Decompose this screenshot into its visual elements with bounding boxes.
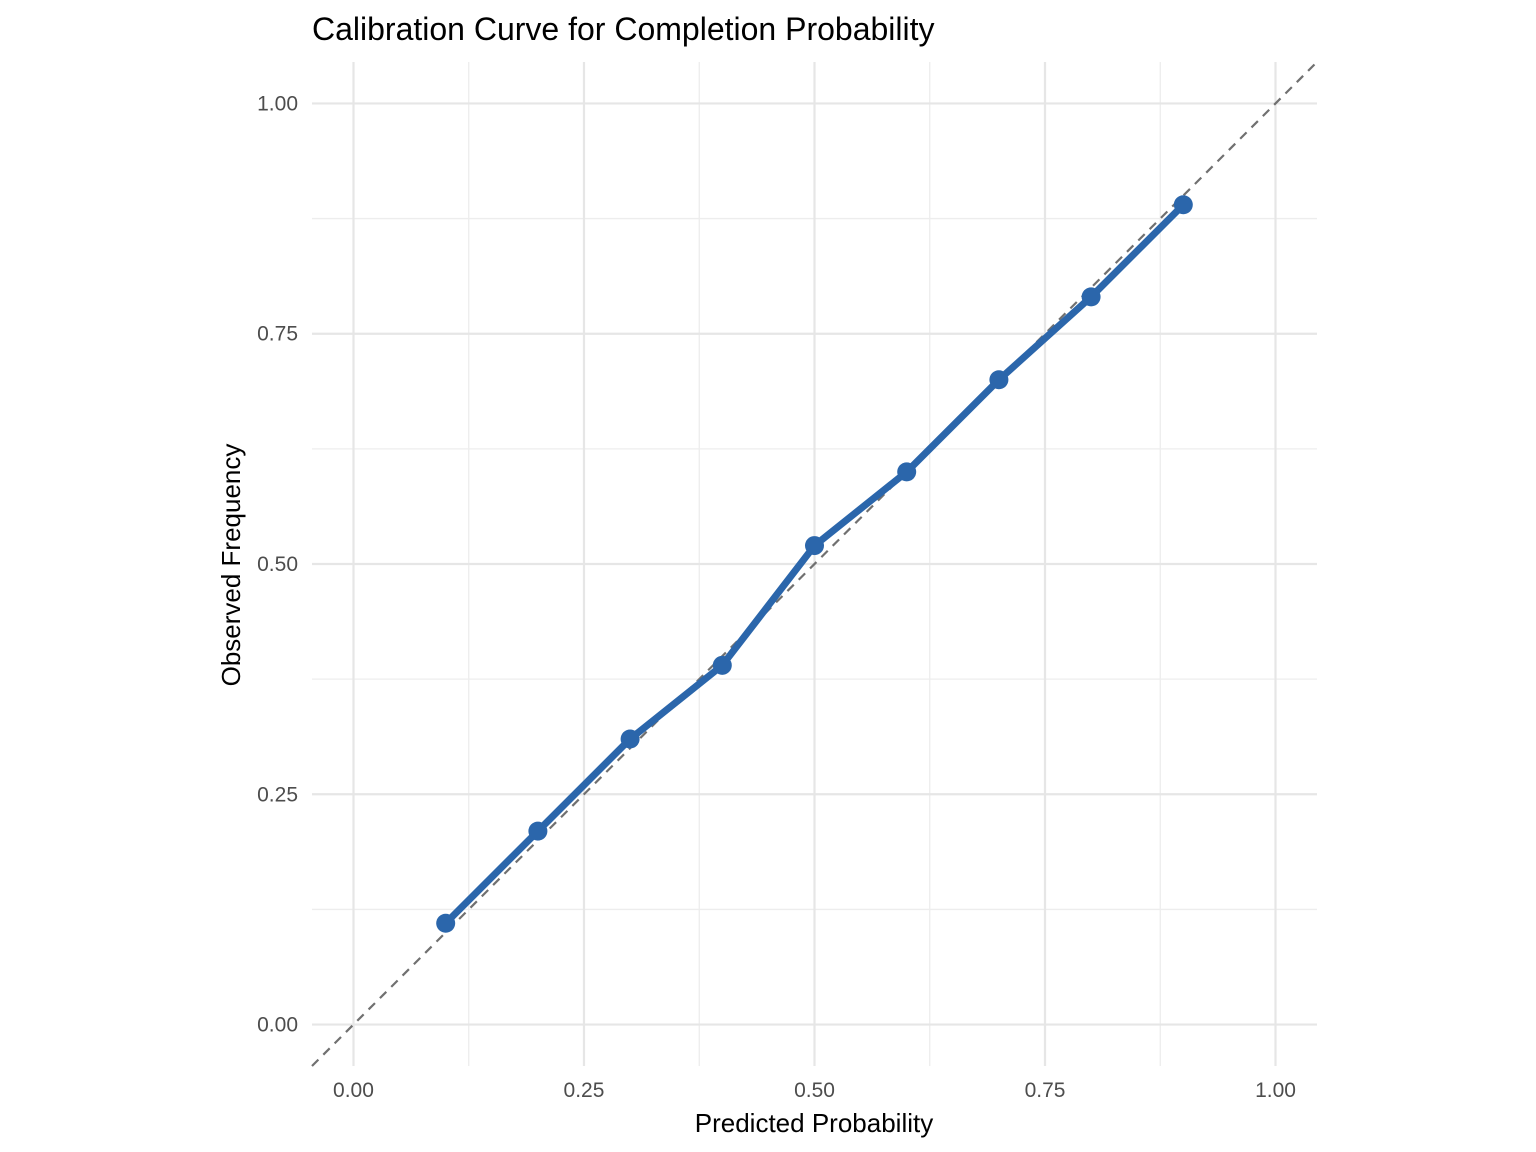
x-tick-label: 0.25 [564, 1079, 605, 1102]
chart-title: Calibration Curve for Completion Probabi… [312, 11, 935, 47]
y-tick-label: 0.00 [257, 1014, 298, 1037]
x-axis-ticks: 0.00 0.25 0.50 0.75 1.00 [333, 1079, 1296, 1102]
data-point [528, 821, 548, 841]
y-tick-label: 0.75 [257, 323, 298, 346]
data-point [712, 655, 732, 675]
data-point [1173, 195, 1193, 215]
x-tick-label: 0.75 [1025, 1079, 1066, 1102]
calibration-series [436, 195, 1193, 933]
y-tick-label: 0.25 [257, 783, 298, 806]
y-axis-title: Observed Frequency [216, 444, 246, 687]
data-point [805, 536, 824, 556]
x-axis-title: Predicted Probability [695, 1108, 933, 1138]
data-point [620, 729, 640, 749]
data-point [989, 370, 1009, 390]
y-tick-label: 1.00 [257, 92, 298, 115]
data-point [897, 462, 917, 482]
y-axis-ticks: 0.00 0.25 0.50 0.75 1.00 [257, 92, 298, 1036]
y-tick-label: 0.50 [257, 553, 298, 576]
data-point [436, 913, 456, 933]
diagonal-reference-line [311, 61, 1318, 1067]
data-point [1081, 287, 1101, 307]
x-tick-label: 1.00 [1255, 1079, 1296, 1102]
major-gridlines [312, 62, 1317, 1066]
perfect-calibration-line [311, 61, 1318, 1067]
x-tick-label: 0.50 [794, 1079, 835, 1102]
x-tick-label: 0.00 [333, 1079, 374, 1102]
